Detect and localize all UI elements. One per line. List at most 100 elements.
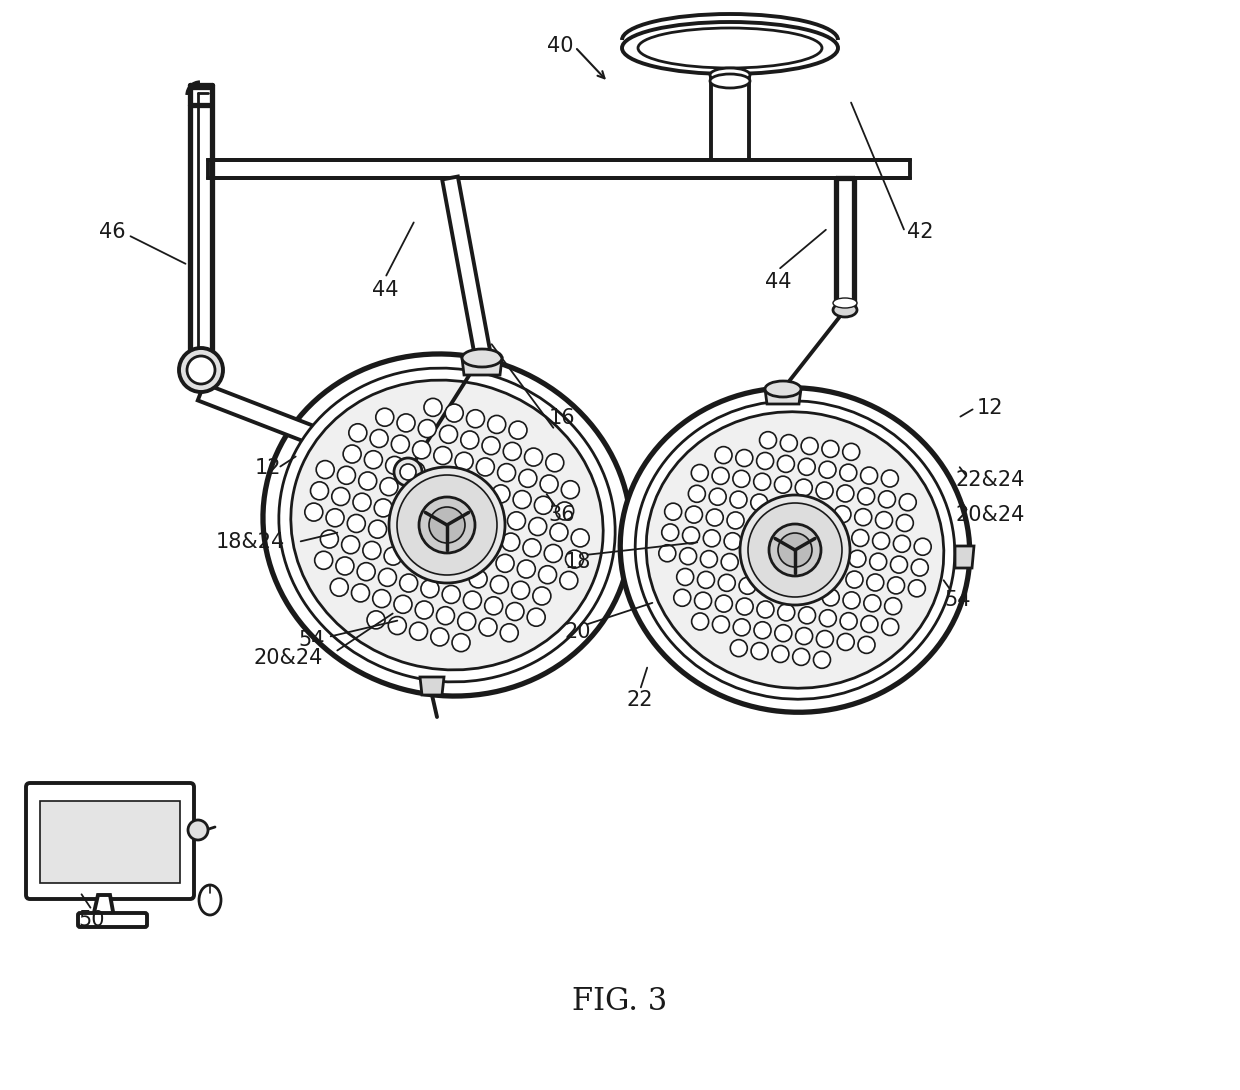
Circle shape	[487, 415, 506, 434]
Circle shape	[914, 538, 931, 555]
Text: FIG. 3: FIG. 3	[573, 986, 667, 1017]
Circle shape	[665, 504, 682, 520]
Circle shape	[691, 464, 708, 482]
Circle shape	[839, 464, 857, 481]
Circle shape	[458, 613, 476, 630]
Circle shape	[551, 523, 568, 542]
Circle shape	[430, 628, 449, 646]
Circle shape	[187, 356, 215, 384]
Circle shape	[368, 520, 387, 538]
Circle shape	[858, 637, 875, 653]
Ellipse shape	[620, 388, 970, 712]
Circle shape	[436, 607, 455, 625]
Circle shape	[713, 616, 729, 633]
Circle shape	[795, 480, 812, 496]
Text: 46: 46	[99, 222, 125, 242]
Circle shape	[455, 452, 474, 470]
Circle shape	[469, 570, 487, 588]
Circle shape	[373, 590, 391, 607]
Polygon shape	[420, 677, 444, 695]
Circle shape	[365, 451, 382, 469]
Circle shape	[479, 618, 497, 637]
Text: 22&24: 22&24	[955, 470, 1024, 491]
Polygon shape	[463, 358, 502, 375]
Circle shape	[858, 488, 874, 505]
Circle shape	[500, 623, 518, 642]
Circle shape	[310, 482, 329, 500]
Circle shape	[750, 494, 768, 511]
Polygon shape	[765, 389, 801, 404]
Circle shape	[397, 475, 497, 576]
Ellipse shape	[463, 349, 502, 367]
Circle shape	[490, 576, 508, 594]
Circle shape	[733, 471, 750, 487]
Text: 44: 44	[372, 280, 398, 300]
Circle shape	[701, 550, 718, 568]
Circle shape	[378, 568, 397, 586]
Polygon shape	[955, 546, 973, 568]
Circle shape	[692, 613, 708, 630]
Circle shape	[897, 514, 914, 532]
Circle shape	[775, 625, 792, 642]
Circle shape	[407, 462, 425, 480]
Polygon shape	[191, 85, 211, 370]
Circle shape	[420, 580, 439, 597]
Circle shape	[326, 509, 343, 526]
Circle shape	[188, 820, 208, 840]
Circle shape	[769, 524, 821, 576]
Circle shape	[777, 604, 795, 621]
Circle shape	[538, 566, 557, 584]
Circle shape	[707, 509, 723, 526]
Text: 18: 18	[564, 552, 591, 572]
Circle shape	[517, 560, 536, 578]
Circle shape	[673, 590, 691, 606]
Circle shape	[724, 533, 742, 549]
Circle shape	[496, 555, 515, 572]
Text: 54: 54	[945, 590, 971, 610]
Circle shape	[305, 504, 322, 521]
Circle shape	[492, 485, 510, 502]
Text: 16: 16	[548, 408, 575, 428]
Circle shape	[556, 502, 574, 520]
FancyBboxPatch shape	[26, 783, 193, 899]
Circle shape	[867, 574, 884, 591]
Circle shape	[843, 444, 859, 460]
Circle shape	[760, 432, 776, 449]
Circle shape	[730, 640, 748, 656]
Circle shape	[737, 598, 753, 615]
Circle shape	[389, 467, 505, 583]
Polygon shape	[837, 178, 853, 310]
Ellipse shape	[646, 412, 944, 688]
Circle shape	[399, 574, 418, 592]
Circle shape	[846, 571, 863, 589]
Circle shape	[348, 424, 367, 441]
Circle shape	[849, 550, 866, 567]
Circle shape	[392, 435, 409, 453]
Circle shape	[890, 556, 908, 573]
FancyBboxPatch shape	[40, 801, 180, 883]
Circle shape	[801, 437, 818, 455]
Circle shape	[658, 545, 676, 561]
Ellipse shape	[622, 22, 838, 74]
Polygon shape	[712, 77, 748, 159]
Circle shape	[718, 574, 735, 591]
Circle shape	[884, 597, 901, 615]
Circle shape	[837, 485, 854, 502]
Circle shape	[735, 449, 753, 467]
Text: 12: 12	[254, 458, 281, 479]
Circle shape	[358, 472, 377, 490]
Circle shape	[394, 458, 422, 486]
Circle shape	[394, 595, 412, 614]
Ellipse shape	[291, 380, 603, 670]
Circle shape	[485, 597, 502, 615]
Ellipse shape	[765, 382, 801, 397]
Ellipse shape	[639, 28, 822, 68]
Circle shape	[533, 588, 551, 605]
Circle shape	[733, 619, 750, 635]
Circle shape	[518, 470, 537, 487]
Circle shape	[397, 414, 415, 432]
Circle shape	[756, 452, 774, 470]
Circle shape	[572, 529, 589, 547]
Circle shape	[852, 530, 869, 546]
Circle shape	[816, 630, 833, 647]
